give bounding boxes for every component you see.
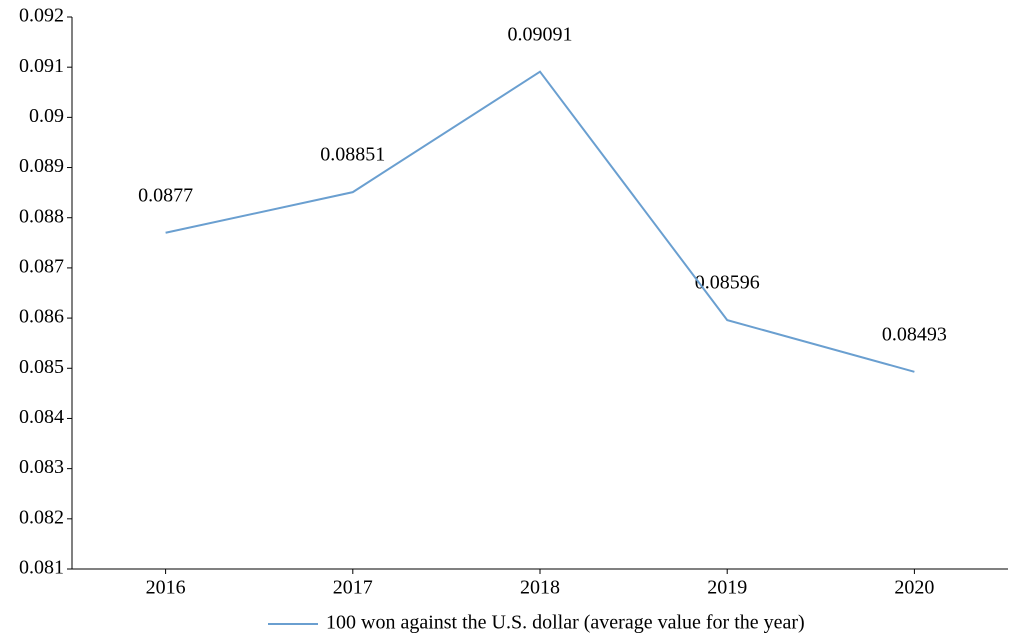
y-tick-label: 0.082	[19, 506, 64, 528]
y-tick-label: 0.088	[19, 205, 64, 227]
y-tick-label: 0.091	[19, 55, 64, 77]
y-tick-label: 0.09	[29, 105, 64, 127]
x-tick-label: 2020	[894, 577, 934, 599]
legend-label: 100 won against the U.S. dollar (average…	[326, 612, 805, 634]
x-tick-label: 2019	[707, 577, 747, 599]
data-label: 0.08851	[320, 144, 385, 166]
y-tick-label: 0.083	[19, 456, 64, 478]
x-tick-label: 2018	[520, 577, 560, 599]
y-tick-label: 0.084	[19, 406, 64, 428]
data-label: 0.08493	[882, 323, 947, 345]
x-tick-label: 2016	[146, 577, 186, 599]
x-tick-label: 2017	[333, 577, 373, 599]
y-tick-label: 0.089	[19, 155, 64, 177]
y-tick-label: 0.086	[19, 306, 64, 328]
y-tick-label: 0.087	[19, 256, 64, 278]
y-tick-label: 0.085	[19, 356, 64, 378]
y-tick-label: 0.081	[19, 557, 64, 579]
data-label: 0.0877	[138, 184, 193, 206]
data-label: 0.08596	[695, 272, 760, 294]
data-label: 0.09091	[508, 23, 573, 45]
line	[165, 70, 915, 373]
y-tick-label: 0.092	[19, 5, 64, 27]
